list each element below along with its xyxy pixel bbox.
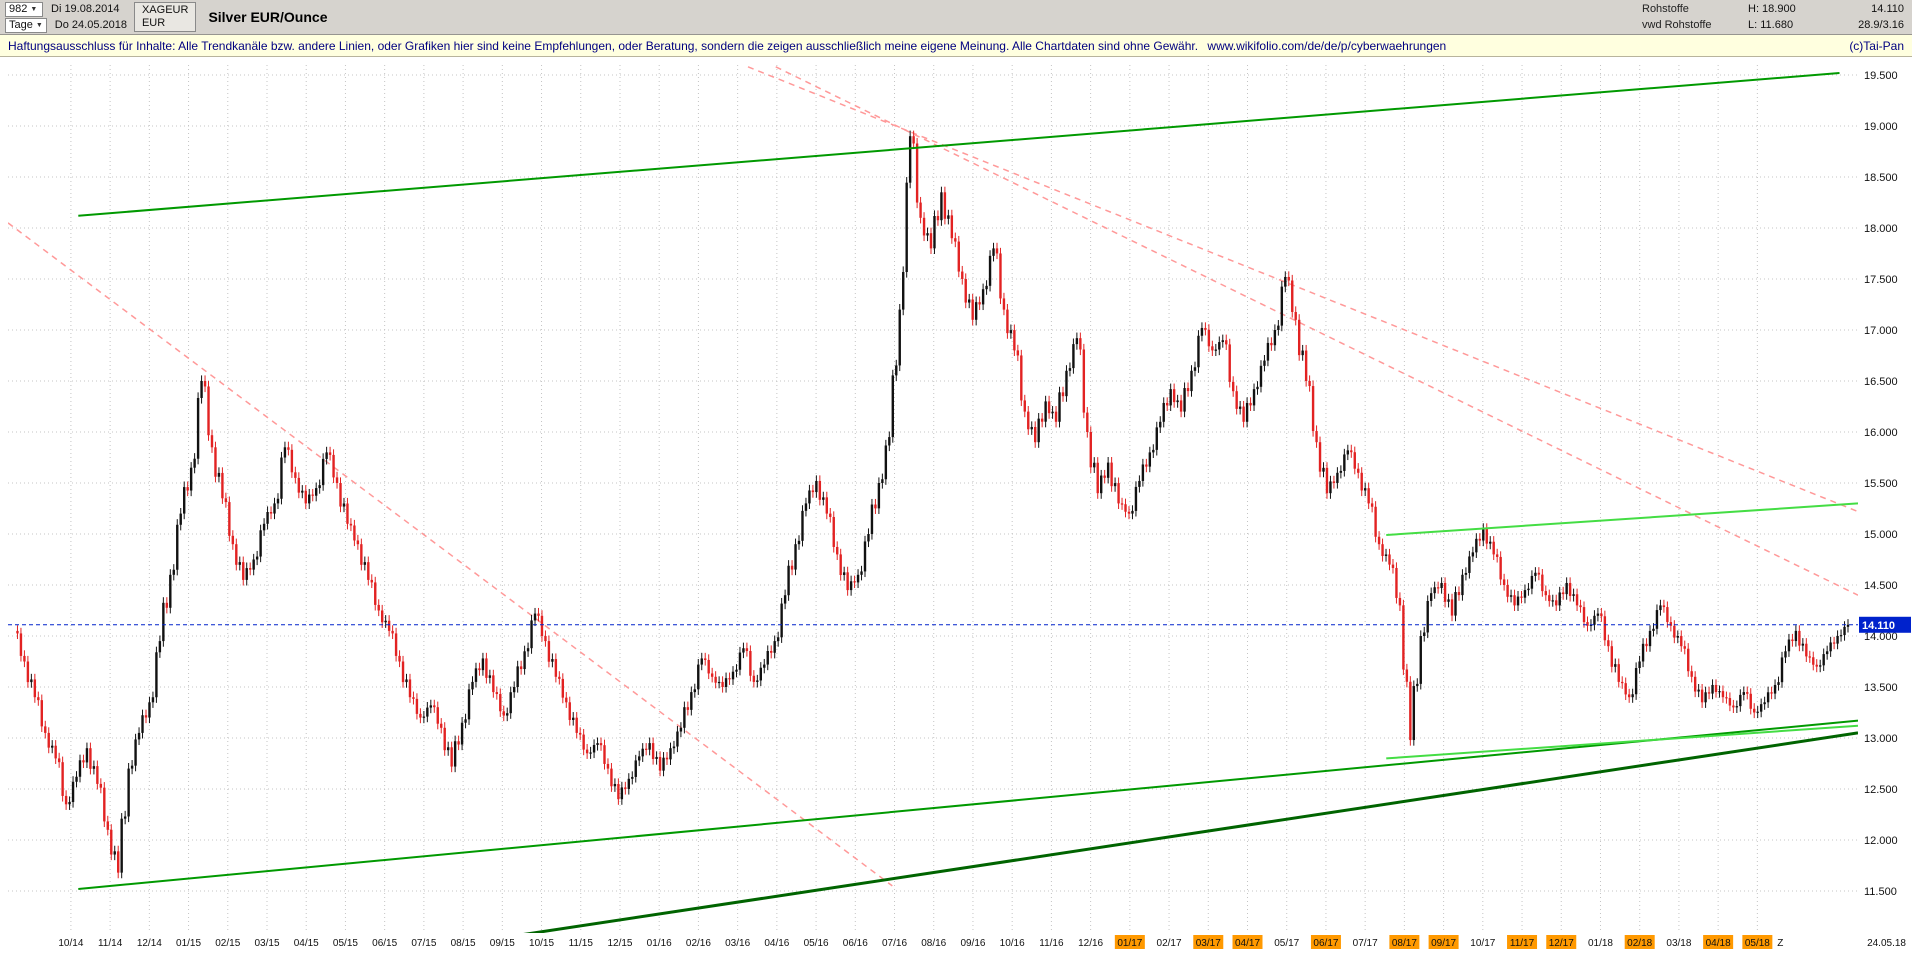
svg-text:08/17: 08/17 <box>1392 938 1417 949</box>
svg-text:09/17: 09/17 <box>1431 938 1456 949</box>
svg-text:17.000: 17.000 <box>1864 325 1898 337</box>
chart-title: Silver EUR/Ounce <box>208 9 328 25</box>
resistance-lines-layer <box>8 66 1858 887</box>
svg-text:01/17: 01/17 <box>1117 938 1142 949</box>
svg-text:12/17: 12/17 <box>1549 938 1574 949</box>
svg-text:11/16: 11/16 <box>1039 938 1064 949</box>
svg-text:08/15: 08/15 <box>451 938 476 949</box>
range-controls: 982 ▼ Di 19.08.2014 Tage ▼ Do 24.05.2018 <box>0 0 132 34</box>
change-info: 28.9/3.16 <box>1858 19 1904 31</box>
svg-text:02/18: 02/18 <box>1627 938 1652 949</box>
chevron-down-icon: ▼ <box>30 5 38 13</box>
svg-text:02/15: 02/15 <box>215 938 240 949</box>
symbol-currency: EUR <box>141 17 166 29</box>
svg-text:07/16: 07/16 <box>882 938 907 949</box>
svg-text:02/16: 02/16 <box>686 938 711 949</box>
svg-text:03/15: 03/15 <box>254 938 279 949</box>
svg-text:10/14: 10/14 <box>58 938 83 949</box>
svg-text:04/18: 04/18 <box>1706 938 1731 949</box>
chevron-down-icon: ▼ <box>35 21 43 29</box>
timeframe-value: Tage <box>9 19 33 31</box>
candles-layer <box>16 130 1850 879</box>
svg-text:03/16: 03/16 <box>725 938 750 949</box>
svg-text:03/17: 03/17 <box>1196 938 1221 949</box>
svg-text:12/14: 12/14 <box>137 938 162 949</box>
chart-area: 19.500 19.000 18.500 18.000 17.500 17.000 16.5… <box>0 57 1912 953</box>
disclaimer-bar: Haftungsausschluss für Inhalte: Alle Tre… <box>0 35 1912 57</box>
svg-text:06/16: 06/16 <box>843 938 868 949</box>
svg-text:02/17: 02/17 <box>1157 938 1182 949</box>
svg-text:06/15: 06/15 <box>372 938 397 949</box>
svg-text:08/16: 08/16 <box>921 938 946 949</box>
svg-text:14.000: 14.000 <box>1864 631 1898 643</box>
svg-text:12.500: 12.500 <box>1864 784 1898 796</box>
svg-text:14.110: 14.110 <box>1862 620 1895 632</box>
high-value: H: 18.900 <box>1748 3 1796 15</box>
feed-source: vwd Rohstoffe <box>1642 19 1712 31</box>
disclaimer-text: Haftungsausschluss für Inhalte: Alle Tre… <box>8 38 1199 53</box>
trend-channel-layer <box>78 71 1858 933</box>
svg-text:19.000: 19.000 <box>1864 121 1898 133</box>
svg-text:05/17: 05/17 <box>1274 938 1299 949</box>
svg-text:18.500: 18.500 <box>1864 172 1898 184</box>
bars-count-dropdown[interactable]: 982 ▼ <box>5 1 43 17</box>
svg-text:14.500: 14.500 <box>1864 580 1898 592</box>
svg-text:15.500: 15.500 <box>1864 478 1898 490</box>
svg-text:16.000: 16.000 <box>1864 427 1898 439</box>
svg-text:03/18: 03/18 <box>1666 938 1691 949</box>
svg-text:11/17: 11/17 <box>1510 938 1535 949</box>
svg-text:07/15: 07/15 <box>411 938 436 949</box>
svg-text:12/15: 12/15 <box>607 938 632 949</box>
svg-text:16.500: 16.500 <box>1864 376 1898 388</box>
svg-text:11/15: 11/15 <box>569 938 594 949</box>
copyright-taipan: (c)Tai-Pan <box>1849 38 1904 53</box>
svg-text:10/16: 10/16 <box>1000 938 1025 949</box>
last-price-value: 14.110 <box>1871 3 1904 15</box>
svg-text:19.500: 19.500 <box>1864 70 1898 82</box>
svg-text:12.000: 12.000 <box>1864 835 1898 847</box>
timeframe-dropdown[interactable]: Tage ▼ <box>5 17 47 33</box>
wikifolio-url: www.wikifolio.com/de/de/p/cyberwaehrunge… <box>1207 38 1447 53</box>
svg-text:10/15: 10/15 <box>529 938 554 949</box>
axis-labels-layer: 19.500 19.000 18.500 18.000 17.500 17.000 16.5… <box>58 70 1906 949</box>
grid-layer <box>8 65 1858 933</box>
low-value: L: 11.680 <box>1748 19 1794 31</box>
svg-text:13.500: 13.500 <box>1864 682 1898 694</box>
svg-text:04/17: 04/17 <box>1235 938 1260 949</box>
svg-text:11/14: 11/14 <box>98 938 123 949</box>
svg-text:06/17: 06/17 <box>1313 938 1338 949</box>
svg-text:18.000: 18.000 <box>1864 223 1898 235</box>
svg-text:15.000: 15.000 <box>1864 529 1898 541</box>
svg-text:12/16: 12/16 <box>1078 938 1103 949</box>
symbol-code: XAGEUR <box>141 4 189 16</box>
chart-canvas[interactable]: 19.500 19.000 18.500 18.000 17.500 17.000 16.5… <box>0 57 1912 953</box>
svg-text:10/17: 10/17 <box>1470 938 1495 949</box>
svg-text:07/17: 07/17 <box>1353 938 1378 949</box>
toolbar: 982 ▼ Di 19.08.2014 Tage ▼ Do 24.05.2018… <box>0 0 1912 35</box>
svg-text:04/15: 04/15 <box>294 938 319 949</box>
bars-count-value: 982 <box>9 3 28 15</box>
svg-text:01/18: 01/18 <box>1588 938 1613 949</box>
svg-text:09/16: 09/16 <box>960 938 985 949</box>
svg-text:24.05.18: 24.05.18 <box>1867 938 1906 949</box>
svg-text:13.000: 13.000 <box>1864 733 1898 745</box>
svg-text:05/18: 05/18 <box>1745 938 1770 949</box>
symbol-box[interactable]: XAGEUR EUR <box>133 2 197 32</box>
svg-text:05/15: 05/15 <box>333 938 358 949</box>
svg-text:01/15: 01/15 <box>176 938 201 949</box>
start-date: Di 19.08.2014 <box>51 3 120 15</box>
svg-text:11.500: 11.500 <box>1864 886 1897 898</box>
svg-text:04/16: 04/16 <box>764 938 789 949</box>
svg-text:01/16: 01/16 <box>647 938 672 949</box>
svg-text:09/15: 09/15 <box>490 938 515 949</box>
svg-text:05/16: 05/16 <box>804 938 829 949</box>
last-price-badge: 14.110 <box>1859 616 1911 633</box>
svg-text:17.500: 17.500 <box>1864 274 1898 286</box>
end-date: Do 24.05.2018 <box>54 19 127 31</box>
feed-category: Rohstoffe <box>1642 3 1689 15</box>
svg-text:Z: Z <box>1777 938 1783 949</box>
quote-info: Rohstoffe H: 18.900 14.110 vwd Rohstoffe… <box>1637 0 1912 34</box>
